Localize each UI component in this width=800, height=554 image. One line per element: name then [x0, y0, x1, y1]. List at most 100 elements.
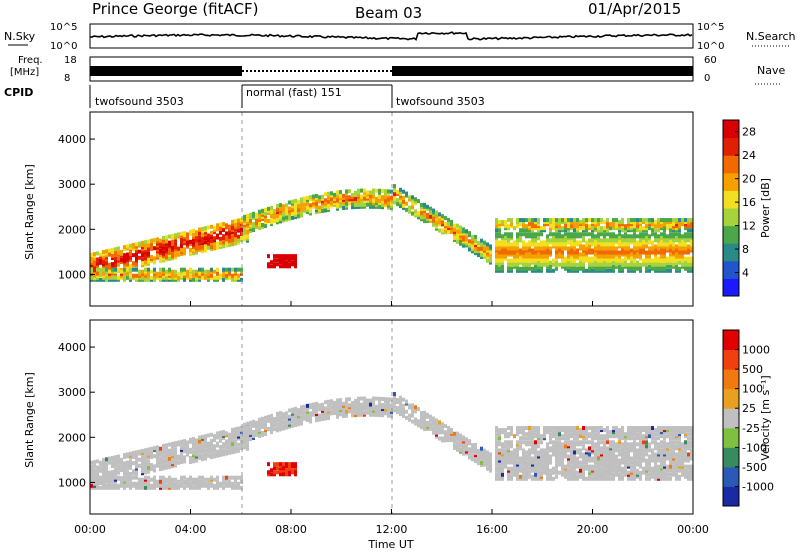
power-cell	[108, 269, 111, 274]
velocity-cell	[450, 438, 453, 443]
velocity-cell	[384, 405, 387, 410]
velocity-cell	[456, 443, 459, 448]
velocity-cell	[606, 440, 609, 445]
velocity-cell	[156, 479, 159, 484]
power-cell	[168, 240, 171, 245]
velocity-cell	[663, 444, 666, 449]
power-cell	[285, 262, 288, 267]
power-cell	[660, 254, 663, 259]
power-cell	[576, 254, 579, 259]
power-cell	[120, 249, 123, 254]
power-cell	[594, 256, 597, 261]
power-cell	[645, 258, 648, 263]
power-cell	[144, 271, 147, 276]
power-cell	[684, 220, 687, 225]
velocity-cell	[630, 470, 633, 475]
velocity-cell	[675, 462, 678, 467]
power-cell	[558, 254, 561, 259]
power-cell	[681, 242, 684, 247]
power-cell	[660, 218, 663, 223]
velocity-cell	[642, 442, 645, 447]
power-cell	[414, 201, 417, 206]
velocity-cell	[636, 436, 639, 441]
power-cell	[573, 224, 576, 229]
velocity-cell	[558, 442, 561, 447]
power-cell	[288, 258, 291, 263]
power-cell	[168, 271, 171, 276]
power-cell	[168, 242, 171, 247]
velocity-cell	[471, 455, 474, 460]
power-cell	[597, 264, 600, 269]
velocity-cell	[657, 466, 660, 471]
power-cell	[591, 236, 594, 241]
power-cell	[639, 266, 642, 271]
velocity-cell	[402, 407, 405, 412]
power-cell	[534, 258, 537, 263]
power-cell	[276, 218, 279, 223]
velocity-cell	[579, 474, 582, 479]
power-cell	[621, 226, 624, 231]
power-cell	[204, 234, 207, 239]
velocity-cell	[645, 448, 648, 453]
power-cell	[567, 248, 570, 253]
power-cell	[471, 249, 474, 254]
velocity-cell	[645, 426, 648, 431]
power-cell	[192, 231, 195, 236]
velocity-cell	[621, 446, 624, 451]
power-cell	[546, 236, 549, 241]
power-cell	[279, 211, 282, 216]
velocity-cell	[588, 468, 591, 473]
velocity-cell	[519, 436, 522, 441]
power-cell	[498, 260, 501, 265]
power-cell	[558, 232, 561, 237]
power-cell	[678, 250, 681, 255]
velocity-cell	[276, 416, 279, 421]
velocity-cell	[504, 462, 507, 467]
velocity-cell	[480, 446, 483, 451]
velocity-cell	[531, 468, 534, 473]
velocity-cell	[183, 457, 186, 462]
freq-bottom-tick: 8	[64, 73, 70, 84]
power-cell	[615, 262, 618, 267]
velocity-cell	[678, 426, 681, 431]
power-cell	[135, 242, 138, 247]
power-cell	[498, 228, 501, 233]
power-cell	[174, 255, 177, 260]
velocity-cell	[165, 449, 168, 454]
velocity-cell	[567, 434, 570, 439]
velocity-cell	[324, 400, 327, 405]
power-cell	[597, 232, 600, 237]
power-cell	[420, 205, 423, 210]
velocity-cell	[237, 442, 240, 447]
power-cell	[684, 260, 687, 265]
velocity-cell	[531, 464, 534, 469]
power-cell	[222, 236, 225, 241]
velocity-cell	[324, 406, 327, 411]
velocity-cell	[234, 435, 237, 440]
velocity-cell	[120, 465, 123, 470]
velocity-cell	[537, 454, 540, 459]
velocity-cell	[384, 407, 387, 412]
velocity-cell	[195, 458, 198, 463]
power-cell	[189, 247, 192, 252]
velocity-cell	[312, 404, 315, 409]
power-cell	[183, 233, 186, 238]
velocity-cell	[612, 426, 615, 431]
power-cell	[579, 244, 582, 249]
power-cell	[285, 207, 288, 212]
velocity-cell	[675, 428, 678, 433]
velocity-cell	[522, 456, 525, 461]
velocity-cell	[588, 456, 591, 461]
velocity-cell	[552, 426, 555, 431]
velocity-cell	[669, 476, 672, 481]
power-cell	[111, 256, 114, 261]
power-cell	[357, 194, 360, 199]
power-cell	[120, 251, 123, 256]
power-cell	[114, 255, 117, 260]
velocity-cell	[498, 428, 501, 433]
velocity-cell	[690, 468, 693, 473]
velocity-cell	[321, 404, 324, 409]
velocity-cell	[588, 446, 591, 451]
velocity-cell	[135, 450, 138, 455]
